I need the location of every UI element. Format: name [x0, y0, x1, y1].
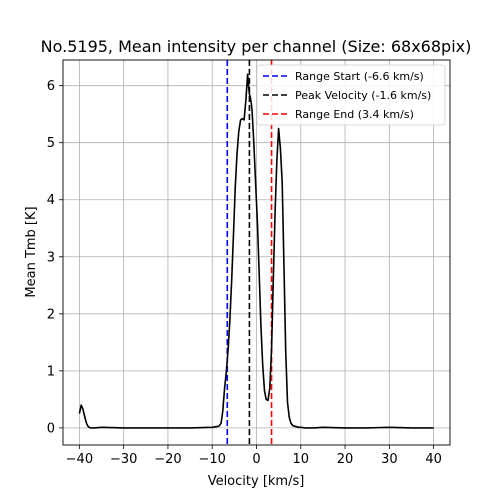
legend-box: [256, 64, 446, 126]
x-tick-label: −10: [199, 452, 226, 467]
x-tick-label: −40: [66, 452, 93, 467]
chart-title: No.5195, Mean intensity per channel (Siz…: [41, 37, 472, 56]
y-tick-label: 0: [47, 421, 55, 436]
x-tick-label: 30: [381, 452, 398, 467]
x-tick-label: −30: [110, 452, 137, 467]
legend-label: Range End (3.4 km/s): [295, 108, 414, 121]
y-tick-label: 1: [47, 364, 55, 379]
legend-label: Peak Velocity (-1.6 km/s): [295, 89, 431, 102]
x-axis-label: Velocity [km/s]: [208, 474, 305, 489]
axes: −40 −30 −20 −10 0 10 20 30 40 0 1 2 3 4 5 6: [47, 59, 451, 467]
x-tick-label: 10: [293, 452, 310, 467]
y-tick-label: 5: [47, 136, 55, 151]
legend-label: Range Start (-6.6 km/s): [295, 70, 424, 83]
y-tick-label: 3: [47, 250, 55, 265]
x-tick-label: 0: [252, 452, 260, 467]
y-tick-label: 6: [47, 79, 55, 94]
x-tick-label: −20: [154, 452, 181, 467]
plot-frame: [62, 59, 451, 446]
y-tick-label: 2: [47, 307, 55, 322]
x-tick-label: 40: [425, 452, 442, 467]
series-line: [78, 73, 434, 429]
y-tick-label: 4: [47, 193, 55, 208]
y-axis-label: Mean Tmb [K]: [24, 206, 39, 297]
legend: Range Start (-6.6 km/s) Peak Velocity (-1…: [256, 64, 446, 126]
x-tick-label: 20: [337, 452, 354, 467]
